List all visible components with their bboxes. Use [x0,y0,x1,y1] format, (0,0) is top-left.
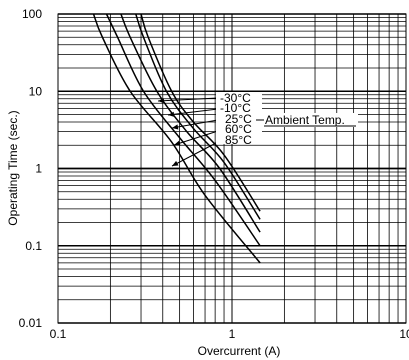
leader-arrow-line [157,97,219,102]
annotation-label-minus30: -30°C [220,91,251,105]
annotation-label-85: 85°C [225,133,252,147]
leader-arrow-line [171,119,219,129]
leader-arrowhead [168,111,175,117]
annotation-background [216,92,262,144]
ticks-layer: 0.1 1 10 0.01 0.1 1 10 100 [19,7,409,341]
annotation-label-60: 60°C [225,122,252,136]
leader-arrow-line [173,130,219,146]
y-tick-label: 0.1 [25,239,42,253]
arrow-layer [157,97,219,167]
leader-arrowhead [172,124,179,130]
leader-arrow-line [171,141,219,167]
ambient-temp-label: Ambient Temp. [265,113,345,127]
curve-85c [92,13,261,264]
leader-arrowhead [158,98,165,104]
y-tick-label: 100 [22,7,42,21]
temperature-annotation: -30°C -10°C 25°C 60°C 85°C Ambient Temp. [216,91,358,147]
leader-arrowhead [172,160,179,166]
plot-frame [57,13,407,324]
y-axis-label: Operating Time (sec.) [6,110,20,225]
leader-arrow-line [167,108,219,116]
curve-30c [140,13,261,212]
group-label-background [262,113,358,127]
x-tick-label: 1 [229,327,236,341]
x-tick-label: 0.1 [50,327,67,341]
annotation-label-minus10: -10°C [220,101,251,115]
leader-arrowhead [174,140,181,146]
annotation-label-25: 25°C [225,112,252,126]
y-tick-label: 0.01 [19,316,43,330]
x-axis-label: Overcurrent (A) [198,344,281,358]
x-tick-label: 10 [399,327,409,341]
y-tick-label: 10 [29,84,43,98]
curve-60c [105,13,261,247]
y-tick-label: 1 [35,162,42,176]
